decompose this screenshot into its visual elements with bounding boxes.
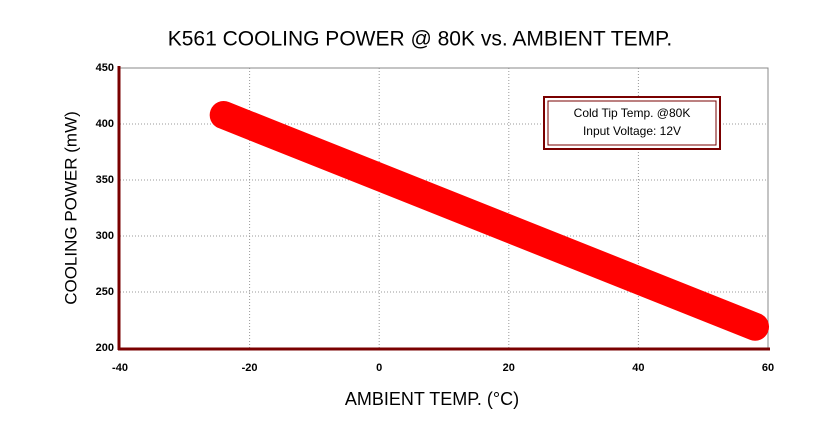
x-tick-label: 60 xyxy=(762,362,774,374)
x-tick-label: -40 xyxy=(112,362,128,374)
marks xyxy=(209,101,770,341)
y-tick-label: 300 xyxy=(96,230,114,242)
annotation-box xyxy=(543,96,721,150)
annotation: Input Voltage: 12V xyxy=(583,124,681,138)
annotation: Cold Tip Temp. @80K xyxy=(574,106,691,120)
x-tick-label: -20 xyxy=(242,362,258,374)
data-line xyxy=(209,101,770,341)
x-axis-label: AMBIENT TEMP. (°C) xyxy=(345,389,519,409)
y-tick-label: 250 xyxy=(96,286,114,298)
annotation-box-inner xyxy=(547,100,717,146)
y-tick-label: 200 xyxy=(96,342,114,354)
y-axis-label: COOLING POWER (mW) xyxy=(61,111,80,305)
x-tick-label: 40 xyxy=(632,362,644,374)
x-tick-label: 0 xyxy=(376,362,382,374)
x-tick-label: 20 xyxy=(503,362,515,374)
chart-title: K561 COOLING POWER @ 80K vs. AMBIENT TEM… xyxy=(168,28,672,51)
y-tick-label: 350 xyxy=(96,174,114,186)
y-tick-label: 400 xyxy=(96,118,114,130)
y-tick-label: 450 xyxy=(96,62,114,74)
